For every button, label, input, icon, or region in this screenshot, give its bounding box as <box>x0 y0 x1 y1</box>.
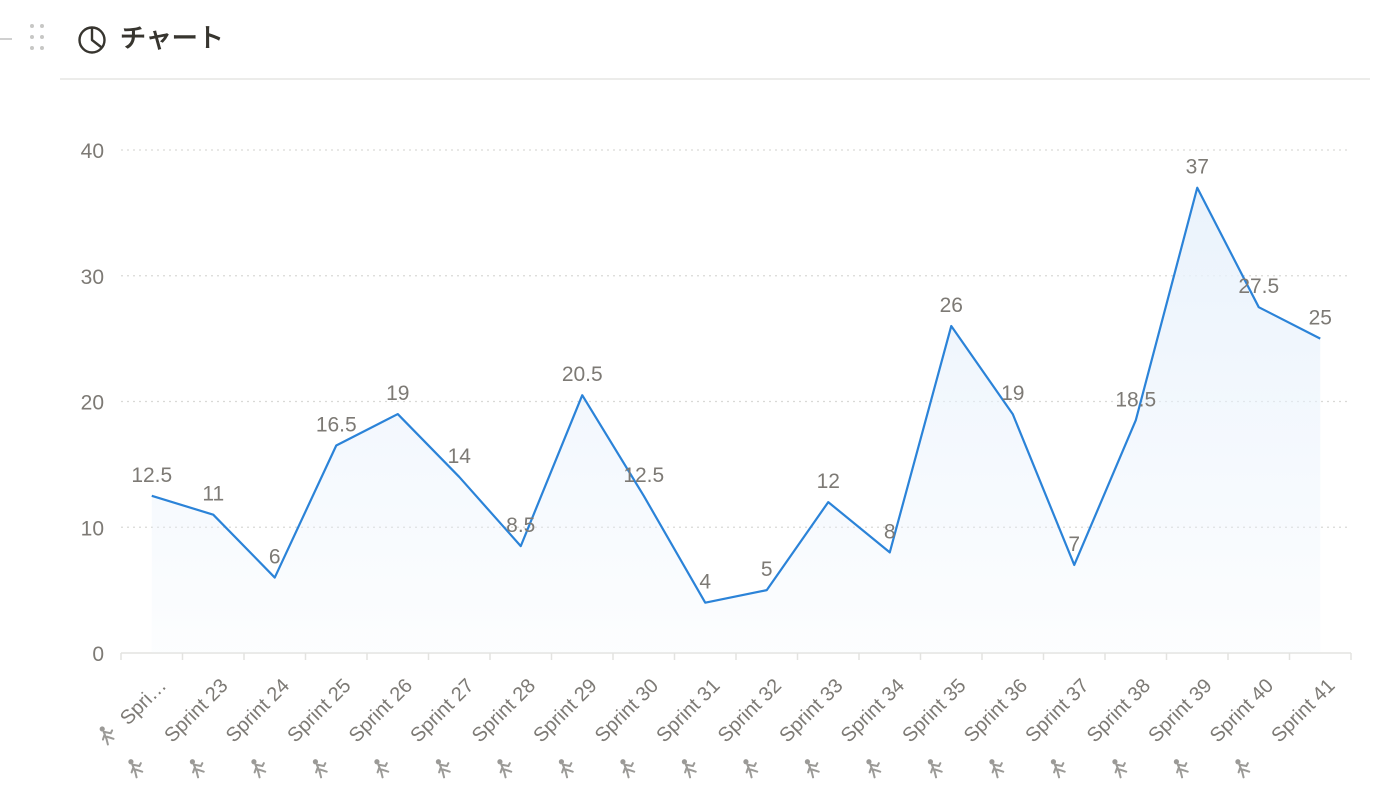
y-tick-label: 10 <box>81 517 104 540</box>
x-tick-label-text: Sprint 29 <box>529 675 601 747</box>
series-line <box>151 186 1321 604</box>
x-tick-label-text: Sprint 26 <box>345 675 417 747</box>
data-label: 4 <box>699 571 711 594</box>
data-label: 11 <box>202 483 224 506</box>
data-point[interactable] <box>394 410 402 418</box>
data-label: 5 <box>761 558 773 581</box>
x-tick-label-text: Sprint 41 <box>1267 675 1339 747</box>
data-point[interactable] <box>578 391 586 399</box>
person-running-icon <box>497 759 513 779</box>
area-fill <box>151 187 1321 653</box>
drag-handle-icon[interactable] <box>30 24 46 54</box>
x-tick-label-text: Sprint 31 <box>652 675 724 747</box>
y-tick-label: 20 <box>81 392 104 415</box>
page-title: チャート <box>120 24 224 54</box>
data-point[interactable] <box>455 473 463 481</box>
pie-chart-icon <box>78 26 106 54</box>
x-tick-label-text: Sprint 24 <box>222 675 294 747</box>
data-label: 8 <box>884 520 896 543</box>
x-tick-label-text: Sprint 37 <box>1021 675 1093 747</box>
x-tick-label-text: Sprint 35 <box>898 675 970 747</box>
person-running-icon <box>312 759 328 779</box>
x-tick-label-text: Sprint 36 <box>960 675 1032 747</box>
data-point[interactable] <box>332 442 340 450</box>
person-running-icon <box>927 759 943 779</box>
data-label: 27.5 <box>1238 275 1279 298</box>
data-point[interactable] <box>701 599 709 607</box>
person-running-icon <box>558 759 574 779</box>
person-running-icon <box>620 759 636 779</box>
person-running-icon <box>374 759 390 779</box>
person-running-icon <box>128 759 144 779</box>
data-label: 16.5 <box>316 414 357 437</box>
x-tick-label-text: Sprint 40 <box>1206 675 1278 747</box>
data-label: 18.5 <box>1115 388 1156 411</box>
data-label: 7 <box>1068 533 1080 556</box>
data-label: 12.5 <box>131 464 172 487</box>
data-label: 12 <box>817 470 840 493</box>
x-tick-label-text: Spri… <box>116 675 171 730</box>
data-point[interactable] <box>1009 410 1017 418</box>
data-point[interactable] <box>1132 416 1140 424</box>
person-running-icon <box>804 759 820 779</box>
person-running-icon <box>1235 759 1251 779</box>
data-label: 14 <box>448 445 472 468</box>
data-point[interactable] <box>1255 303 1263 311</box>
header-divider <box>60 78 1370 80</box>
data-point[interactable] <box>1316 335 1324 343</box>
x-tick-label-text: Sprint 34 <box>837 675 909 747</box>
x-tick-label: Spri… <box>99 675 171 746</box>
collapse-line-icon <box>0 38 12 40</box>
data-label: 19 <box>386 382 409 405</box>
data-point[interactable] <box>209 511 217 519</box>
line-chart: 0 10 20 30 40 12.5 11 6 16.5 19 14 8.5 20.5 12.5 4 5 12 8… <box>81 140 1352 779</box>
x-tick-label-text: Sprint 30 <box>591 675 663 747</box>
data-label: 37 <box>1186 156 1209 179</box>
data-point[interactable] <box>1193 184 1201 192</box>
person-running-icon <box>681 759 697 779</box>
data-point[interactable] <box>640 492 648 500</box>
person-running-icon <box>1112 759 1128 779</box>
person-running-icon <box>99 726 115 746</box>
data-label: 25 <box>1309 307 1332 330</box>
person-running-icon <box>989 759 1005 779</box>
data-point[interactable] <box>517 542 525 550</box>
x-tick-label-text: Sprint 38 <box>1083 675 1155 747</box>
x-tick-label-text: Sprint 28 <box>468 675 540 747</box>
person-running-icon <box>1173 759 1189 779</box>
data-point[interactable] <box>1070 561 1078 569</box>
y-tick-label: 40 <box>81 140 104 163</box>
person-running-icon <box>743 759 759 779</box>
x-tick-label-text: Sprint 25 <box>283 675 355 747</box>
data-label: 20.5 <box>562 363 603 386</box>
y-tick-label: 0 <box>92 643 104 666</box>
person-running-icon <box>1050 759 1066 779</box>
person-running-icon <box>435 759 451 779</box>
data-label: 12.5 <box>623 464 664 487</box>
chart-header: チャート <box>0 0 1376 80</box>
x-tick-label-text: Sprint 23 <box>160 675 232 747</box>
data-point[interactable] <box>148 492 156 500</box>
x-tick-label-text: Sprint 39 <box>1144 675 1216 747</box>
x-tick-label-text: Sprint 33 <box>775 675 847 747</box>
data-label: 19 <box>1001 382 1024 405</box>
data-label: 8.5 <box>506 514 535 537</box>
person-running-icon <box>866 759 882 779</box>
data-point[interactable] <box>763 586 771 594</box>
person-running-icon <box>251 759 267 779</box>
data-label: 6 <box>269 546 281 569</box>
data-label: 26 <box>940 294 963 317</box>
data-point[interactable] <box>886 548 894 556</box>
data-point[interactable] <box>824 498 832 506</box>
person-running-icon <box>189 759 205 779</box>
data-point[interactable] <box>271 574 279 582</box>
y-tick-label: 30 <box>81 266 104 289</box>
x-tick-label-text: Sprint 32 <box>714 675 786 747</box>
data-point[interactable] <box>947 322 955 330</box>
x-tick-label-text: Sprint 27 <box>406 675 478 747</box>
